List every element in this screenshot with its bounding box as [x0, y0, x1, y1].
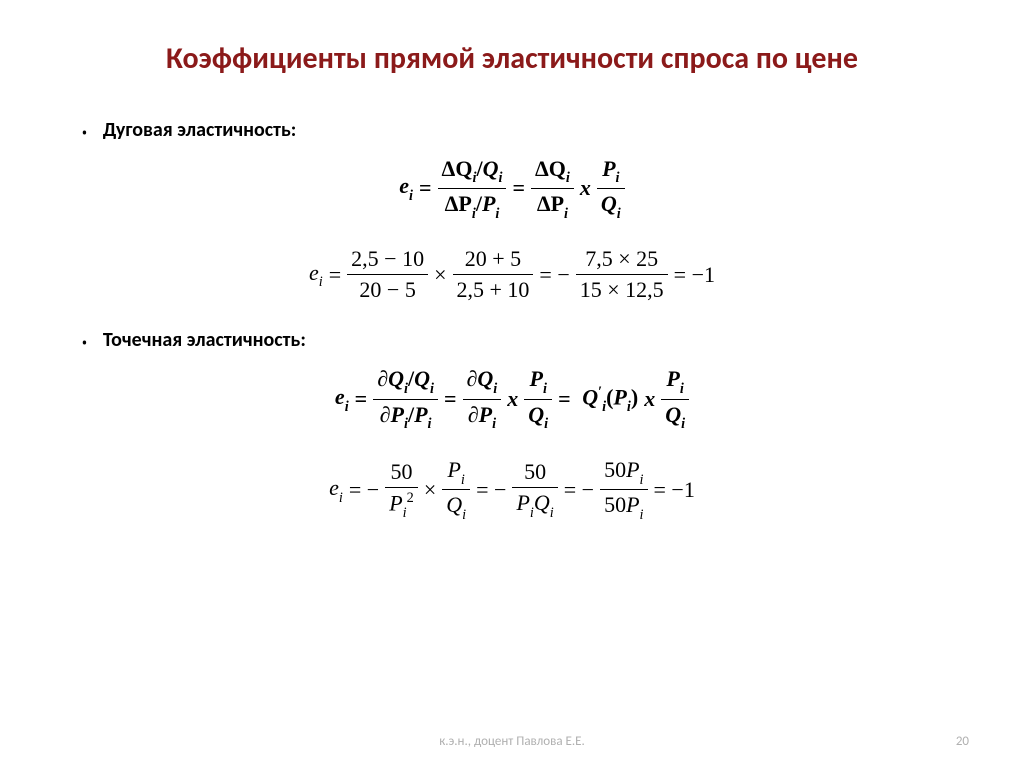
bullet-arc: • Дуговая эластичность:: [80, 118, 964, 146]
page-number: 20: [956, 734, 969, 749]
slide: Коэффициенты прямой эластичности спроса …: [0, 0, 1024, 767]
formula-arc-def: ei = ΔQi/Qi ΔPi/Pi = ΔQi ΔPi x Pi Qi: [60, 156, 964, 222]
bullet-dot: •: [80, 118, 89, 146]
bullet-point-text: Точечная эластичность:: [103, 328, 306, 352]
footer-author: к.э.н., доцент Павлова Е.Е.: [0, 734, 1024, 749]
bullet-point: • Точечная эластичность:: [80, 328, 964, 356]
bullet-dot: •: [80, 328, 89, 356]
bullet-arc-text: Дуговая эластичность:: [103, 118, 296, 142]
formula-point-calc: ei = − 50 Pi2 × Pi Qi = − 50 PiQi = − 50…: [60, 457, 964, 523]
formula-point-def: ei = ∂Qi/Qi ∂Pi/Pi = ∂Qi ∂Pi x Pi Qi = Q…: [60, 366, 964, 432]
slide-title: Коэффициенты прямой эластичности спроса …: [60, 40, 964, 78]
formula-arc-calc: ei = 2,5 − 10 20 − 5 × 20 + 5 2,5 + 10 =…: [60, 246, 964, 303]
